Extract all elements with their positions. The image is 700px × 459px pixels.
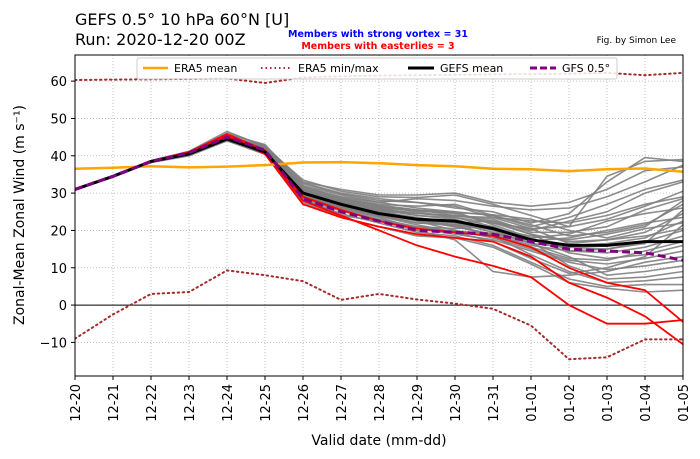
y-tick-label: 40 <box>50 150 67 165</box>
member-line <box>75 137 683 241</box>
y-ticks: −10 0 10 20 30 40 50 60 <box>40 75 75 351</box>
x-tick-label: 12-22 <box>145 384 160 422</box>
y-tick-label: 10 <box>50 262 67 277</box>
run-subtitle: Run: 2020-12-20 00Z <box>75 30 246 49</box>
y-tick-label: 60 <box>50 75 67 90</box>
gefs-mean-line <box>75 137 683 247</box>
y-tick-label: 0 <box>59 299 67 314</box>
y-tick-label: 50 <box>50 112 67 127</box>
y-tick-label: 20 <box>50 224 67 239</box>
y-tick-label: −10 <box>40 336 67 351</box>
x-tick-label: 12-24 <box>221 384 236 422</box>
legend: ERA5 mean ERA5 min/max GEFS mean GFS 0.5… <box>136 57 618 80</box>
y-axis-label: Zonal-Mean Zonal Wind (m s⁻¹) <box>12 105 28 325</box>
x-tick-label: 12-27 <box>335 384 350 422</box>
x-tick-label: 12-31 <box>487 384 502 422</box>
x-tick-label: 01-04 <box>639 384 654 422</box>
x-tick-label: 12-30 <box>449 384 464 422</box>
chart-title: GEFS 0.5° 10 hPa 60°N [U] <box>75 10 289 29</box>
y-tick-label: 30 <box>50 187 67 202</box>
legend-label-era5-mean: ERA5 mean <box>174 62 237 75</box>
legend-label-gfs: GFS 0.5° <box>562 62 610 75</box>
gfs-line <box>75 135 683 262</box>
x-tick-label: 12-28 <box>373 384 388 422</box>
x-tick-label: 01-05 <box>677 384 692 422</box>
x-tick-label: 12-29 <box>411 384 426 422</box>
x-ticks: 12-20 12-21 12-22 12-23 12-24 12-25 12-26 12-27… <box>69 376 692 422</box>
x-tick-label: 12-21 <box>107 384 122 422</box>
x-tick-label: 12-26 <box>297 384 312 422</box>
legend-box <box>136 57 618 80</box>
figure-credit: Fig. by Simon Lee <box>597 36 677 46</box>
x-tick-label: 01-03 <box>601 384 616 422</box>
plot-area <box>75 71 683 361</box>
x-tick-label: 01-01 <box>525 384 540 422</box>
legend-label-era5-minmax: ERA5 min/max <box>298 62 379 75</box>
legend-label-gefs-mean: GEFS mean <box>440 62 503 75</box>
era5-mean-line <box>75 160 683 174</box>
x-tick-label: 12-25 <box>259 384 274 422</box>
x-tick-label: 01-02 <box>563 384 578 422</box>
x-tick-label: 12-23 <box>183 384 198 422</box>
strong-vortex-note: Members with strong vortex = 31 <box>288 29 468 40</box>
x-axis-label: Valid date (mm-dd) <box>311 433 446 449</box>
easterlies-note: Members with easterlies = 3 <box>301 41 454 52</box>
x-tick-label: 12-20 <box>69 384 84 422</box>
